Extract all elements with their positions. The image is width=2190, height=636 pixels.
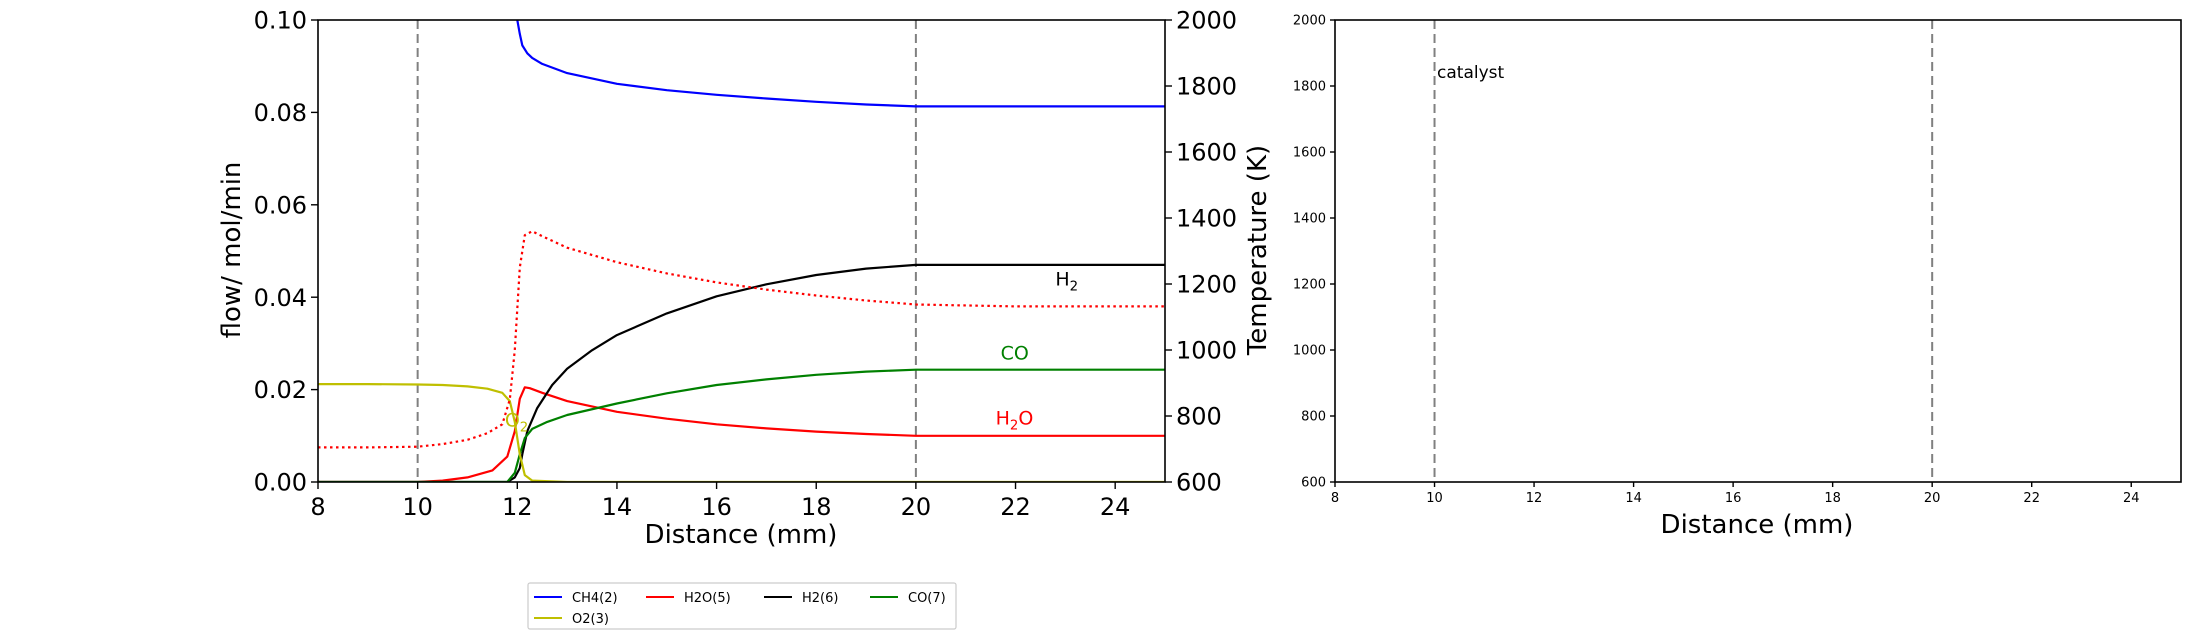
x-tick-label: 18 (801, 493, 832, 521)
y-tick-label: 0.08 (254, 99, 307, 127)
left-x-axis-label: Distance (mm) (645, 520, 838, 550)
y-tick-label: 0.00 (254, 469, 307, 497)
annotation-subscript: 2 (520, 421, 528, 436)
annotation-subscript: 2 (1010, 418, 1018, 433)
x-tick-label: 16 (1725, 491, 1742, 506)
plot-frame (1334, 19, 2182, 483)
legend-label: CO(7) (908, 591, 946, 606)
annotation-main: CO (1001, 343, 1029, 365)
annotation-subscript: 2 (1070, 280, 1078, 295)
y-right-tick-label: 2000 (1176, 7, 1237, 35)
series-line-ch4-2- (516, 20, 1165, 108)
plot-frame (317, 19, 1166, 483)
x-tick-label: 16 (701, 493, 732, 521)
series-line-h2o-5- (318, 386, 1165, 482)
legend-label: O2(3) (572, 612, 609, 627)
legend-label: H2(6) (802, 591, 838, 606)
annotation-main: H (1055, 269, 1069, 291)
right-y-axis-label: Temperature (K) (1243, 145, 1273, 356)
y-right-tick-label: 600 (1176, 469, 1222, 497)
x-tick-label: 22 (1000, 493, 1031, 521)
y-right-tick-label: 1400 (1176, 205, 1237, 233)
x-tick-label: 8 (1331, 491, 1339, 506)
x-tick-label: 10 (1426, 491, 1443, 506)
legend-frame (527, 582, 957, 630)
x-tick-label: 12 (1526, 491, 1543, 506)
y-tick-label: 0.06 (254, 191, 307, 219)
series-line-co-7- (318, 368, 1165, 482)
y-tick-label: 0.04 (254, 284, 307, 312)
y-tick-label: 0.10 (254, 7, 307, 35)
x-tick-label: 14 (602, 493, 633, 521)
y-right-tick-label: 1000 (1176, 337, 1237, 365)
x-tick-label: 8 (310, 493, 325, 521)
y-tick-label: 800 (1301, 410, 1326, 425)
x-tick-label: 24 (2123, 491, 2140, 506)
y-tick-label: 1600 (1293, 146, 1326, 161)
annotation-label: H2O (996, 407, 1034, 433)
annotation-label: O2 (505, 410, 528, 436)
y-tick-label: 0.02 (254, 376, 307, 404)
annotation-main: H (996, 407, 1010, 429)
x-tick-label: 20 (1924, 491, 1941, 506)
annotation-main: catalyst (1437, 63, 1504, 83)
x-tick-label: 24 (1100, 493, 1131, 521)
x-tick-label: 22 (2023, 491, 2040, 506)
x-tick-label: 18 (1824, 491, 1841, 506)
y-right-tick-label: 800 (1176, 403, 1222, 431)
y-tick-label: 1400 (1293, 212, 1326, 227)
y-tick-label: 1000 (1293, 344, 1326, 359)
series-line-h2-6- (318, 263, 1165, 482)
series-line-temperature (318, 230, 1165, 449)
x-tick-label: 10 (402, 493, 433, 521)
y-right-tick-label: 1600 (1176, 139, 1237, 167)
series-group (318, 20, 1165, 482)
annotation-label: catalyst (1437, 63, 1504, 83)
right-chart: Distance (mm) 8 10 12 14 16 18 20 22 24 600 800 100… (1293, 14, 2182, 540)
legend: CH4(2) H2O(5) H2(6) CO(7) O2(3) (527, 582, 957, 630)
y-tick-label: 1800 (1293, 80, 1326, 95)
left-chart: Distance (mm) flow/ mol/min Temperature … (217, 7, 1273, 630)
annotation-label: CO (1001, 343, 1029, 365)
annotation-label: H2 (1055, 269, 1078, 295)
x-tick-label: 14 (1625, 491, 1642, 506)
legend-label: CH4(2) (572, 591, 618, 606)
right-x-axis-label: Distance (mm) (1661, 510, 1854, 540)
legend-label: H2O(5) (684, 591, 731, 606)
left-y-axis-label: flow/ mol/min (217, 162, 247, 339)
y-right-tick-label: 1800 (1176, 73, 1237, 101)
y-right-tick-label: 1200 (1176, 271, 1237, 299)
x-tick-label: 20 (901, 493, 932, 521)
y-tick-label: 600 (1301, 476, 1326, 491)
series-line-o2-3- (318, 383, 1165, 482)
annotation-after: O (1018, 407, 1033, 429)
y-tick-label: 1200 (1293, 278, 1326, 293)
annotation-main: O (505, 410, 520, 432)
x-tick-label: 12 (502, 493, 533, 521)
y-tick-label: 2000 (1293, 14, 1326, 29)
